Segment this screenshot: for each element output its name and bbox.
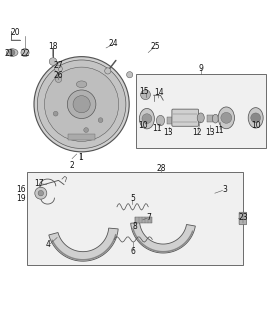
Text: 3: 3 bbox=[223, 185, 228, 195]
Text: 5: 5 bbox=[130, 194, 135, 203]
Circle shape bbox=[67, 90, 96, 118]
Polygon shape bbox=[131, 222, 195, 253]
Circle shape bbox=[251, 113, 261, 123]
Text: 13: 13 bbox=[205, 128, 215, 137]
Circle shape bbox=[221, 112, 232, 123]
Text: 24: 24 bbox=[108, 38, 118, 48]
Bar bbox=[135, 217, 152, 223]
Circle shape bbox=[84, 128, 88, 132]
Bar bbox=[167, 117, 173, 124]
Text: 20: 20 bbox=[10, 28, 20, 37]
Circle shape bbox=[55, 76, 62, 83]
Circle shape bbox=[45, 67, 119, 141]
Text: 17: 17 bbox=[34, 179, 44, 188]
Text: 12: 12 bbox=[192, 128, 202, 137]
Text: 25: 25 bbox=[150, 42, 160, 51]
Circle shape bbox=[35, 187, 47, 199]
Circle shape bbox=[53, 111, 58, 116]
Circle shape bbox=[49, 58, 57, 65]
Circle shape bbox=[37, 60, 126, 148]
Text: 11: 11 bbox=[215, 125, 224, 135]
Circle shape bbox=[73, 96, 90, 113]
Text: 23: 23 bbox=[239, 213, 248, 222]
Circle shape bbox=[142, 114, 152, 124]
Text: 10: 10 bbox=[138, 121, 148, 130]
Text: 8: 8 bbox=[132, 222, 137, 231]
Bar bbox=[207, 116, 213, 123]
Bar bbox=[27, 172, 243, 265]
Circle shape bbox=[38, 190, 44, 196]
Ellipse shape bbox=[212, 114, 218, 123]
Circle shape bbox=[10, 50, 15, 55]
Bar bbox=[68, 134, 95, 140]
Text: 13: 13 bbox=[163, 128, 173, 137]
Text: 19: 19 bbox=[16, 194, 26, 203]
Text: 22: 22 bbox=[21, 49, 30, 58]
Text: 2: 2 bbox=[70, 162, 75, 171]
Circle shape bbox=[21, 48, 29, 57]
Text: 18: 18 bbox=[48, 42, 57, 51]
Circle shape bbox=[141, 90, 150, 100]
Text: 9: 9 bbox=[199, 64, 204, 73]
Text: 11: 11 bbox=[153, 124, 162, 133]
Text: 1: 1 bbox=[78, 153, 83, 162]
Ellipse shape bbox=[218, 107, 234, 129]
Text: 14: 14 bbox=[154, 88, 164, 97]
Circle shape bbox=[98, 118, 103, 123]
Text: 7: 7 bbox=[147, 212, 152, 222]
Text: 21: 21 bbox=[4, 49, 14, 58]
Text: 27: 27 bbox=[54, 61, 63, 70]
Circle shape bbox=[34, 57, 129, 152]
Text: 15: 15 bbox=[139, 87, 149, 97]
Bar bbox=[136, 74, 266, 148]
Circle shape bbox=[126, 72, 133, 78]
Text: 26: 26 bbox=[53, 71, 63, 80]
Text: 10: 10 bbox=[251, 121, 261, 130]
Text: 4: 4 bbox=[45, 240, 50, 249]
Text: 28: 28 bbox=[157, 164, 166, 173]
FancyBboxPatch shape bbox=[172, 109, 199, 126]
Ellipse shape bbox=[140, 108, 154, 129]
Text: 6: 6 bbox=[131, 247, 136, 256]
Polygon shape bbox=[49, 228, 118, 261]
Ellipse shape bbox=[197, 113, 204, 123]
Text: 16: 16 bbox=[16, 185, 26, 195]
FancyBboxPatch shape bbox=[239, 212, 247, 225]
Ellipse shape bbox=[248, 108, 263, 128]
Circle shape bbox=[105, 68, 111, 74]
Ellipse shape bbox=[7, 49, 18, 56]
Circle shape bbox=[55, 65, 62, 73]
Ellipse shape bbox=[156, 116, 165, 126]
Ellipse shape bbox=[76, 81, 87, 88]
